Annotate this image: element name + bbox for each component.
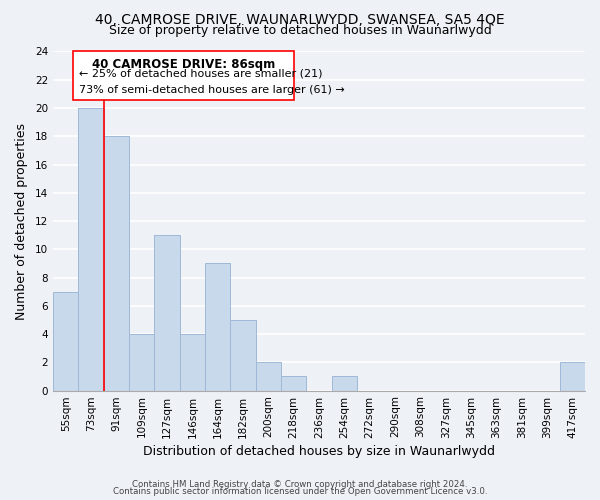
Bar — [129, 334, 154, 390]
X-axis label: Distribution of detached houses by size in Waunarlwydd: Distribution of detached houses by size … — [143, 444, 495, 458]
Bar — [332, 376, 357, 390]
FancyBboxPatch shape — [73, 52, 293, 100]
Bar — [154, 235, 180, 390]
Bar — [230, 320, 256, 390]
Bar — [104, 136, 129, 390]
Y-axis label: Number of detached properties: Number of detached properties — [15, 122, 28, 320]
Text: 40, CAMROSE DRIVE, WAUNARLWYDD, SWANSEA, SA5 4QE: 40, CAMROSE DRIVE, WAUNARLWYDD, SWANSEA,… — [95, 12, 505, 26]
Bar — [560, 362, 585, 390]
Bar — [205, 264, 230, 390]
Bar — [281, 376, 307, 390]
Text: Contains HM Land Registry data © Crown copyright and database right 2024.: Contains HM Land Registry data © Crown c… — [132, 480, 468, 489]
Bar — [256, 362, 281, 390]
Text: 40 CAMROSE DRIVE: 86sqm: 40 CAMROSE DRIVE: 86sqm — [92, 58, 275, 71]
Text: Size of property relative to detached houses in Waunarlwydd: Size of property relative to detached ho… — [109, 24, 491, 37]
Bar — [53, 292, 79, 390]
Text: Contains public sector information licensed under the Open Government Licence v3: Contains public sector information licen… — [113, 488, 487, 496]
Text: ← 25% of detached houses are smaller (21): ← 25% of detached houses are smaller (21… — [79, 68, 322, 78]
Text: 73% of semi-detached houses are larger (61) →: 73% of semi-detached houses are larger (… — [79, 85, 344, 95]
Bar — [180, 334, 205, 390]
Bar — [79, 108, 104, 391]
